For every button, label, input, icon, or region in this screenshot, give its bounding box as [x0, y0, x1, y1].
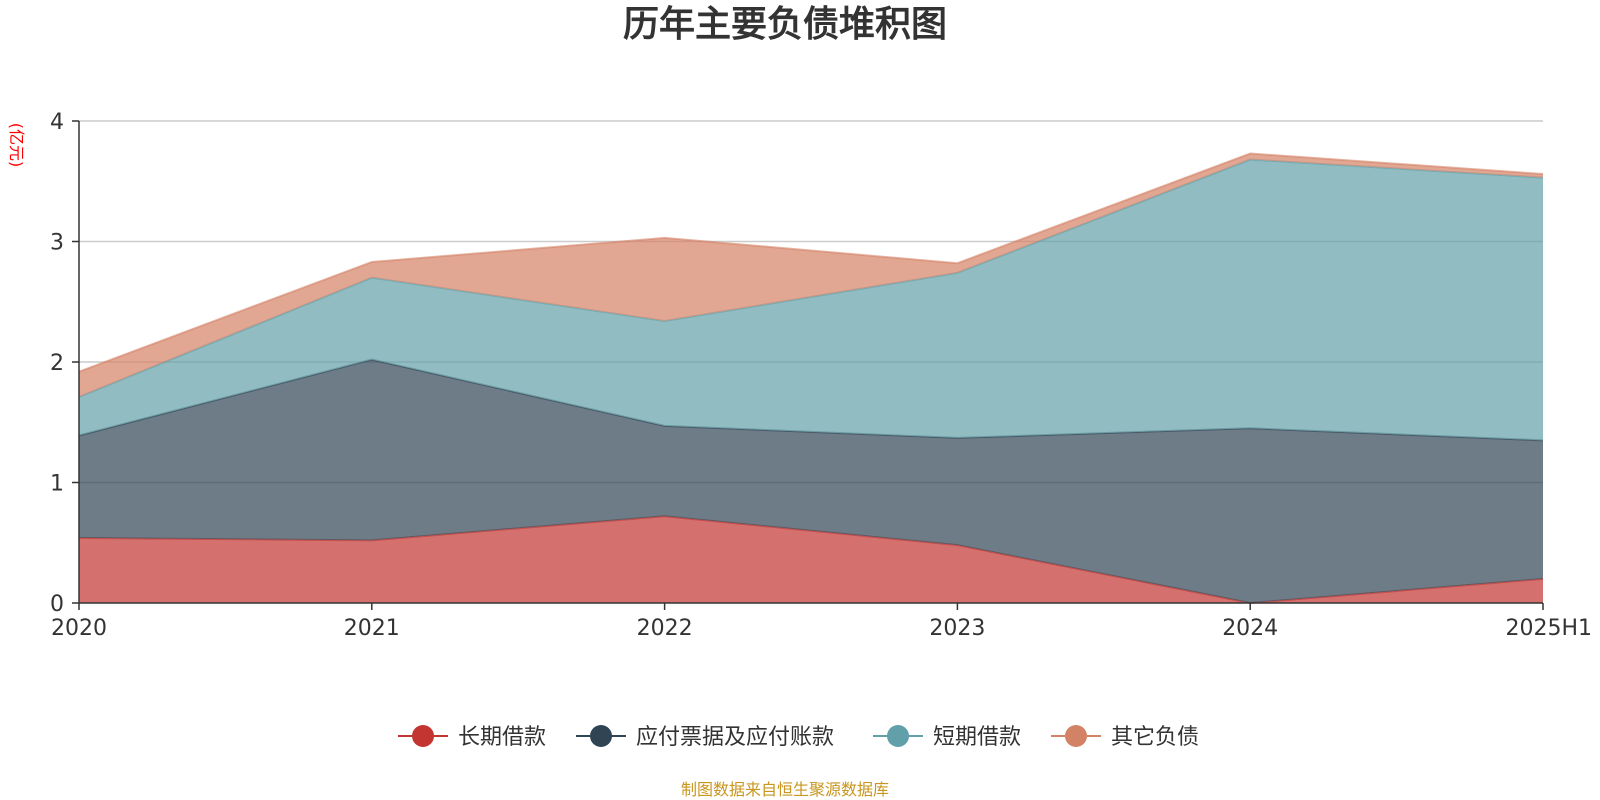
legend-label: 短期借款 — [933, 725, 1021, 750]
legend: 长期借款 应付票据及应付账款 短期借款 其它负债 — [398, 725, 1199, 750]
legend-label: 长期借款 — [458, 725, 546, 750]
area-series-1 — [79, 516, 1543, 603]
y-tick-label: 0 — [50, 592, 64, 617]
line-series-4 — [78, 152, 1544, 373]
y-tick-label: 2 — [50, 351, 64, 376]
y-axis-unit-label: (亿元) — [7, 123, 26, 168]
legend-item-4[interactable]: 其它负债 — [1051, 725, 1199, 750]
stacked-areas — [78, 152, 1544, 605]
x-tick-label: 2024 — [1222, 616, 1278, 641]
x-tick-label: 2025H1 — [1505, 616, 1592, 641]
x-tick-label: 2022 — [637, 616, 693, 641]
y-tick-label: 1 — [50, 472, 64, 497]
y-tick-label: 3 — [50, 231, 64, 256]
x-tick-label: 2023 — [929, 616, 985, 641]
axes: 0 1 2 3 4 2020 2021 2022 2023 2024 2025H1 — [50, 110, 1592, 641]
legend-dot-marker — [887, 725, 909, 747]
legend-dot-marker — [590, 725, 612, 747]
x-tick-label: 2021 — [344, 616, 400, 641]
legend-label: 应付票据及应付账款 — [636, 725, 834, 750]
y-tick-label: 4 — [50, 110, 64, 135]
x-tick-label: 2020 — [51, 616, 107, 641]
legend-item-2[interactable]: 应付票据及应付账款 — [576, 725, 834, 750]
legend-dot-marker — [412, 725, 434, 747]
chart-title: 历年主要负债堆积图 — [623, 4, 947, 45]
legend-item-3[interactable]: 短期借款 — [873, 725, 1021, 750]
area-series-3 — [79, 159, 1543, 441]
area-series-4 — [79, 153, 1543, 397]
area-series-2 — [79, 359, 1543, 603]
legend-item-1[interactable]: 长期借款 — [398, 725, 546, 750]
legend-label: 其它负债 — [1111, 725, 1199, 750]
source-note: 制图数据来自恒生聚源数据库 — [681, 780, 889, 799]
legend-dot-marker — [1065, 725, 1087, 747]
